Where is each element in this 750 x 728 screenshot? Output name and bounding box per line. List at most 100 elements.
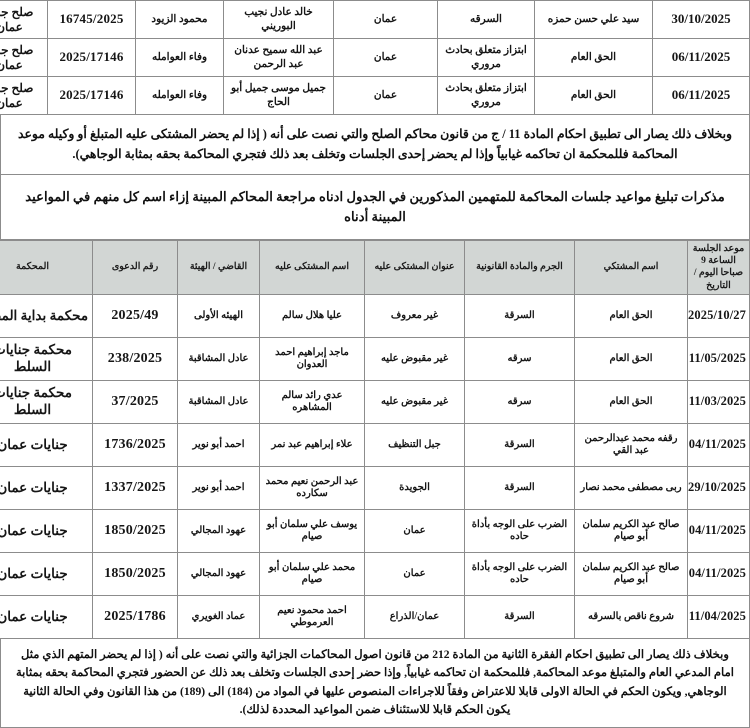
cell-court: جنايات عمان [0,466,93,511]
table-row: 06/11/2025 الحق العام ابتزاز متعلق بحادث… [0,76,750,115]
cell-session-date: 29/10/2025 [687,466,750,511]
cell-plaintiff-name: الحق العام [574,294,688,339]
cell-crime: السرقة [464,423,575,468]
cell-court: محكمة جنايات السلط [0,337,93,382]
header-plaintiff-name: اسم المشتكي [574,239,688,296]
cell-session-date: 06/11/2025 [652,76,750,115]
cell-plaintiff-name: صالح عبد الكريم سلمان أبو صيام [574,552,688,597]
table-row: 04/11/2025 رقفه محمد عبدالرحمن عبد القي … [0,423,750,468]
table-row: 11/05/2025 الحق العام سرقه غير مقبوض علي… [0,337,750,382]
cell-session-date: 30/10/2025 [652,0,750,39]
cell-defendant-address: الجويدة [364,466,465,511]
cell-defendant-address: غير مقبوض عليه [364,337,465,382]
cell-court: محكمة جنايات السلط [0,380,93,425]
table-row: 11/04/2025 شروع ناقص بالسرقه السرقة عمان… [0,595,750,640]
cell-crime: السرقة [464,294,575,339]
cell-plaintiff-name: الحق العام [534,38,653,77]
cell-judge-panel: محمود الزيود [135,0,224,39]
cell-judge-panel: احمد أبو نوير [177,423,260,468]
cell-plaintiff-name: الحق العام [574,380,688,425]
section-heading: مذكرات تبليغ مواعيد جلسات المحاكمة للمته… [0,175,750,240]
cell-defendant-address: غير مقبوض عليه [364,380,465,425]
cell-defendant-name: يوسف علي سلمان أبو صيام [259,509,365,554]
cell-crime: ابتزاز متعلق بحادث مروري [437,38,535,77]
cell-defendant-address: عمان [364,509,465,554]
cell-case-number: 37/2025 [92,380,178,425]
header-case-number: رقم الدعوى [92,239,178,296]
continuation-table: 30/10/2025 سيد علي حسن حمزه السرقه عمان … [0,0,750,115]
cell-defendant-name: عدي رائد سالم المشاهره [259,380,365,425]
cell-defendant-address: عمان [333,38,438,77]
cell-judge-panel: عهود المجالي [177,552,260,597]
header-court: المحكمة [0,239,93,296]
cell-plaintiff-name: صالح عبد الكريم سلمان أبو صيام [574,509,688,554]
header-session-date: موعد الجلسة الساعة 9 صباحا اليوم / التار… [687,239,750,296]
cell-defendant-name: خالد عادل نجيب البوريني [223,0,334,39]
cell-crime: سرقه [464,337,575,382]
cell-session-date: 04/11/2025 [687,509,750,554]
cell-court: جنايات عمان [0,423,93,468]
cell-judge-panel: عادل المشاقبة [177,337,260,382]
cell-court: صلح جزاء عمان [0,76,48,115]
cell-plaintiff-name: الحق العام [534,76,653,115]
table-row: 2025/10/27 الحق العام السرقة غير معروف ع… [0,294,750,339]
cell-session-date: 11/03/2025 [687,380,750,425]
cell-case-number: 1850/2025 [92,552,178,597]
cell-case-number: 1850/2025 [92,509,178,554]
cell-defendant-name: احمد محمود نعيم العرموطي [259,595,365,640]
hearings-table: موعد الجلسة الساعة 9 صباحا اليوم / التار… [0,239,750,640]
cell-judge-panel: الهيئه الأولى [177,294,260,339]
cell-crime: السرقة [464,595,575,640]
cell-crime: الضرب على الوجه بأداة حاده [464,509,575,554]
cell-judge-panel: احمد أبو نوير [177,466,260,511]
cell-session-date: 11/04/2025 [687,595,750,640]
cell-defendant-name: عبد الله سميح عدنان عبد الرحمن [223,38,334,77]
cell-defendant-address: عمان [364,552,465,597]
cell-plaintiff-name: شروع ناقص بالسرقه [574,595,688,640]
cell-crime: السرقة [464,466,575,511]
hearings-table-body: 2025/10/27 الحق العام السرقة غير معروف ع… [0,294,750,640]
cell-case-number: 238/2025 [92,337,178,382]
cell-court: صلح جزاء عمان [0,38,48,77]
header-defendant-name: اسم المشتكى عليه [259,239,365,296]
header-defendant-address: عنوان المشتكى عليه [364,239,465,296]
cell-plaintiff-name: الحق العام [574,337,688,382]
cell-defendant-name: علاء إبراهيم عبد نمر [259,423,365,468]
cell-crime: سرقه [464,380,575,425]
cell-session-date: 04/11/2025 [687,423,750,468]
cell-session-date: 06/11/2025 [652,38,750,77]
cell-case-number: 1736/2025 [92,423,178,468]
cell-court: محكمة بداية المفرق [0,294,93,339]
cell-crime: الضرب على الوجه بأداة حاده [464,552,575,597]
table-row: 29/10/2025 ربى مصطفى محمد نصار السرقة ال… [0,466,750,511]
notice-paragraph-bottom: وبخلاف ذلك يصار الى تطبيق احكام الفقرة ا… [0,639,750,728]
cell-session-date: 11/05/2025 [687,337,750,382]
cell-plaintiff-name: ربى مصطفى محمد نصار [574,466,688,511]
cell-plaintiff-name: رقفه محمد عبدالرحمن عبد القي [574,423,688,468]
cell-case-number: 16745/2025 [47,0,136,39]
cell-court: صلح جزاء عمان [0,0,48,39]
cell-court: جنايات عمان [0,595,93,640]
notice-paragraph-top: وبخلاف ذلك يصار الى تطبيق احكام المادة 1… [0,115,750,176]
cell-crime: ابتزاز متعلق بحادث مروري [437,76,535,115]
table-header-row: موعد الجلسة الساعة 9 صباحا اليوم / التار… [0,239,750,296]
cell-judge-panel: عماد الغويري [177,595,260,640]
cell-case-number: 2025/17146 [47,38,136,77]
cell-case-number: 2025/17146 [47,76,136,115]
cell-session-date: 2025/10/27 [687,294,750,339]
cell-defendant-address: عمان [333,0,438,39]
cell-judge-panel: عهود المجالي [177,509,260,554]
cell-defendant-name: محمد علي سلمان أبو صيام [259,552,365,597]
cell-judge-panel: وفاء العوامله [135,76,224,115]
cell-case-number: 1337/2025 [92,466,178,511]
cell-plaintiff-name: سيد علي حسن حمزه [534,0,653,39]
cell-case-number: 2025/1786 [92,595,178,640]
cell-court: جنايات عمان [0,552,93,597]
header-crime: الجرم والمادة القانونية [464,239,575,296]
cell-court: جنايات عمان [0,509,93,554]
cell-defendant-name: ماجد إبراهيم احمد العدوان [259,337,365,382]
cell-defendant-address: جبل التنظيف [364,423,465,468]
header-judge-panel: القاضي / الهيئة [177,239,260,296]
cell-defendant-name: عليا هلال سالم [259,294,365,339]
